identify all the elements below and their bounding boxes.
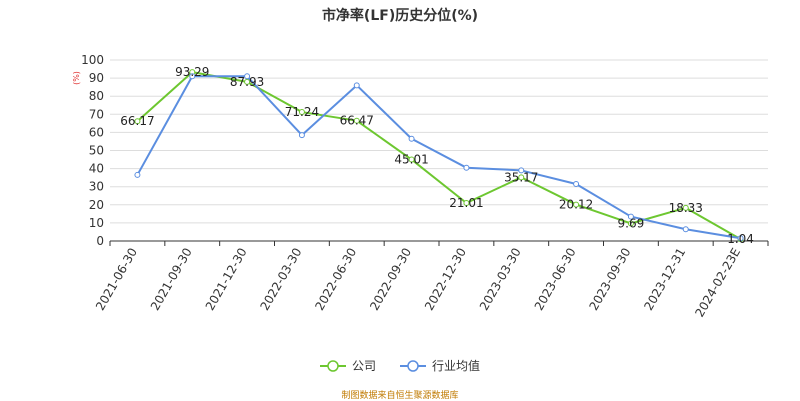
data-point [627,220,634,227]
series-lines [134,69,744,243]
data-point [244,73,251,80]
data-point [244,78,251,85]
x-tick-label: 2024-02-23E [692,246,743,320]
data-point [682,204,689,211]
legend-item[interactable]: 公司 [319,357,376,374]
y-tick-label: 70 [89,107,104,121]
data-point [408,156,415,163]
data-label: 71.24 [285,105,319,119]
data-point [353,82,360,89]
legend-label: 公司 [351,359,376,373]
x-tick-label: 2021-06-30 [93,246,140,313]
data-point [682,226,689,233]
data-point [134,118,141,125]
data-label: 87.93 [230,75,264,89]
data-point [189,73,196,80]
x-tick-label: 2023-06-30 [532,246,579,313]
series-line-company [136,71,742,240]
data-point [627,213,634,220]
data-point [353,117,360,124]
legend-line-marker-icon [400,359,426,372]
x-tick-label: 2023-03-30 [477,246,524,313]
data-point [463,199,470,206]
data-point [518,174,525,181]
legend-label: 行业均值 [432,359,481,373]
x-tick-label: 2021-09-30 [148,246,195,313]
data-point [573,180,580,187]
y-tick-label: 90 [89,71,104,85]
data-point [298,132,305,139]
data-label: 45.01 [394,153,428,167]
y-tick-label: 100 [81,53,104,67]
x-tick-label: 2022-12-30 [422,245,469,312]
y-tick-label: 80 [89,89,104,103]
data-label: 1.04 [727,232,754,246]
y-tick-label: 40 [89,162,104,176]
series-line-industry-average [136,75,741,240]
x-tick-label: 2021-12-30 [203,245,250,312]
legend-line-marker-icon [319,359,346,372]
data-label: 21.01 [449,196,483,210]
data-label: 9.69 [618,216,645,230]
data-point [298,109,305,116]
data-label: 66.17 [120,114,154,128]
legend-item[interactable]: 行业均值 [400,357,480,374]
y-tick-label: 20 [89,198,104,212]
y-tick-label: 10 [89,216,104,230]
data-point [408,135,415,142]
x-tick-label: 2022-03-30 [258,246,305,313]
data-label: 66.47 [340,114,374,128]
data-labels: 66.17 93.29 87.93 71.24 66.47 45.01 21.01 35.17… [120,65,754,246]
legend: 公司 行业均值 [0,357,800,374]
data-point [463,164,470,171]
y-tick-label: 60 [89,125,104,139]
data-point [518,167,525,174]
data-label: 35.17 [504,170,538,184]
x-tick-label: 2022-09-30 [367,246,414,313]
chart-title: 市净率(LF)历史分位(%) [321,8,479,24]
x-tick-label: 2022-06-30 [312,246,359,313]
y-tick-label: 30 [89,180,104,194]
data-label: 18.33 [669,201,703,215]
data-point [737,235,744,242]
x-tick-label: 2023-12-31 [641,246,688,313]
data-point [134,171,141,178]
source-note: 制图数据来自恒生聚源数据库 [341,391,459,401]
data-point [573,201,580,208]
y-tick-label: 50 [89,144,104,158]
y-tick-label: 0 [96,234,104,248]
x-tick-label: 2023-09-30 [587,246,634,313]
data-label: 20.12 [559,198,593,212]
data-label: 93.29 [175,65,209,79]
y-axis-label: (%) [72,71,81,85]
